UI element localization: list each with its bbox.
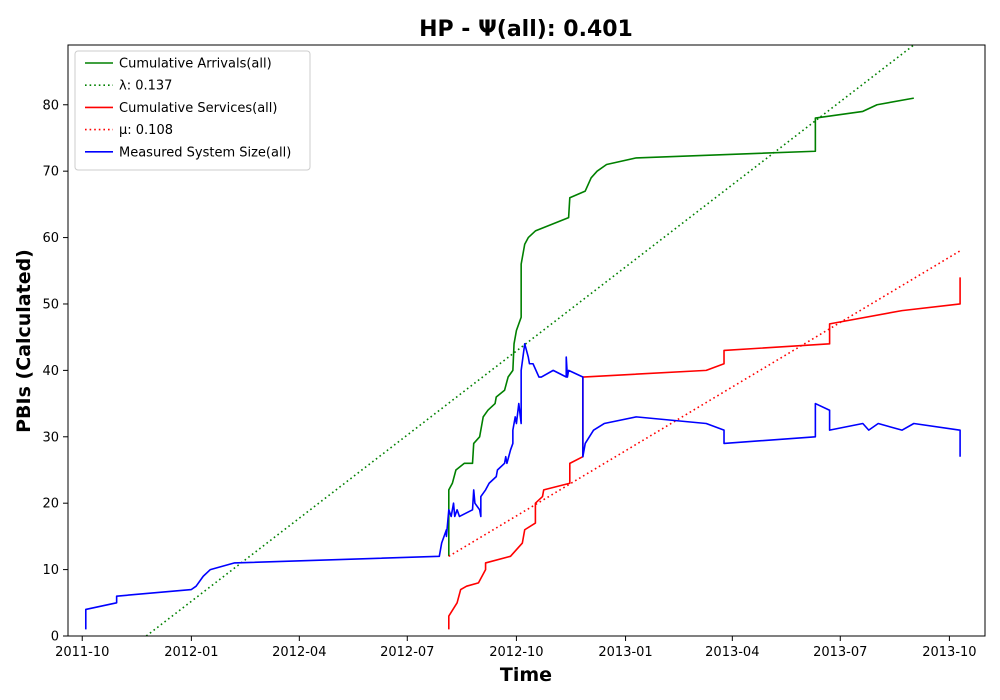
x-tick-label: 2013-07 bbox=[813, 645, 867, 660]
y-axis-label: PBIs (Calculated) bbox=[13, 249, 35, 433]
y-tick-label: 30 bbox=[42, 430, 59, 445]
x-tick-label: 2011-10 bbox=[55, 645, 109, 660]
x-axis-label: Time bbox=[500, 664, 552, 686]
series-layer bbox=[84, 45, 961, 636]
y-tick-label: 80 bbox=[42, 98, 59, 113]
y-tick-label: 60 bbox=[42, 231, 59, 246]
legend: Cumulative Arrivals(all) λ: 0.137 Cumulati… bbox=[74, 50, 311, 171]
y-tick-label: 70 bbox=[42, 165, 59, 180]
x-tick-label: 2012-01 bbox=[164, 645, 218, 660]
y-tick-label: 50 bbox=[42, 297, 59, 312]
legend-entry-label: λ: 0.137 bbox=[119, 79, 172, 94]
x-axis: 2011-10 2012-01 2012-04 2012-07 2012-10 2013-… bbox=[55, 636, 977, 660]
series-line-2 bbox=[448, 277, 961, 630]
legend-box bbox=[74, 50, 311, 171]
y-axis: 0 10 20 30 40 50 60 70 80 bbox=[42, 98, 68, 645]
x-tick-label: 2013-04 bbox=[705, 645, 759, 660]
x-tick-label: 2012-04 bbox=[272, 645, 326, 660]
chart-title: HP - Ψ(all): 0.401 bbox=[419, 17, 633, 42]
y-tick-label: 40 bbox=[42, 364, 59, 379]
series-line-1 bbox=[145, 45, 915, 636]
legend-entry-label: μ: 0.108 bbox=[119, 123, 173, 138]
y-tick-label: 0 bbox=[51, 630, 59, 645]
x-tick-label: 2012-10 bbox=[489, 645, 543, 660]
y-tick-label: 20 bbox=[42, 497, 59, 512]
series-line-4 bbox=[84, 343, 961, 630]
plot-frame bbox=[67, 44, 986, 637]
y-tick-label: 10 bbox=[42, 563, 59, 578]
x-tick-label: 2013-01 bbox=[598, 645, 652, 660]
x-tick-label: 2012-07 bbox=[380, 645, 434, 660]
legend-entry-label: Measured System Size(all) bbox=[119, 145, 291, 160]
legend-entry-label: Cumulative Arrivals(all) bbox=[119, 57, 272, 72]
series-line-0 bbox=[448, 97, 914, 557]
x-tick-label: 2013-10 bbox=[922, 645, 976, 660]
legend-entry-label: Cumulative Services(all) bbox=[119, 101, 277, 116]
